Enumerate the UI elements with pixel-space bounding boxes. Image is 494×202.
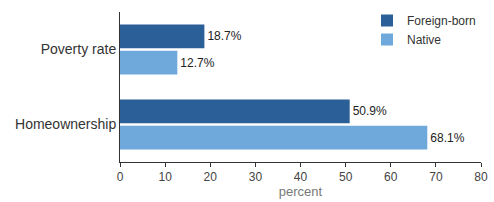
svg-text:Foreign-born: Foreign-born [407,14,476,28]
svg-text:70: 70 [429,170,443,184]
svg-text:20: 20 [204,170,218,184]
svg-text:percent: percent [279,184,323,199]
svg-text:50: 50 [339,170,353,184]
svg-text:Poverty rate: Poverty rate [41,41,117,57]
svg-text:0: 0 [117,170,124,184]
svg-text:40: 40 [294,170,308,184]
svg-text:18.7%: 18.7% [207,29,241,43]
svg-text:30: 30 [249,170,263,184]
svg-text:60: 60 [384,170,398,184]
svg-text:68.1%: 68.1% [430,131,464,145]
svg-text:Native: Native [407,33,441,47]
svg-text:80: 80 [474,170,488,184]
svg-text:12.7%: 12.7% [180,56,214,70]
svg-text:50.9%: 50.9% [353,104,387,118]
svg-text:Homeownership: Homeownership [15,116,116,132]
svg-text:10: 10 [158,170,172,184]
